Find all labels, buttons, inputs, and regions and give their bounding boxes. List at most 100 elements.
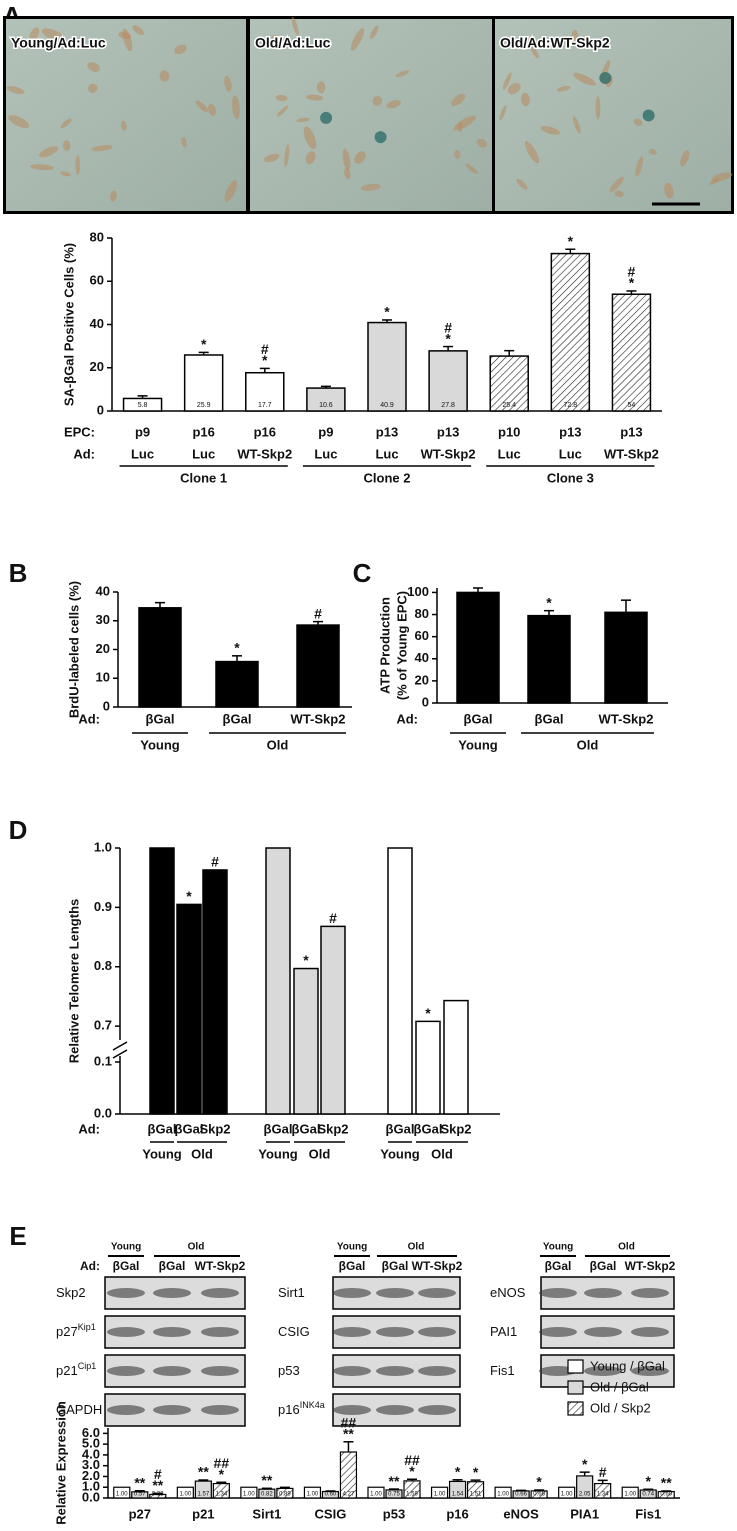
band <box>333 1288 371 1298</box>
band <box>418 1405 456 1415</box>
cell <box>159 70 170 82</box>
lane-label: βGal <box>113 1259 140 1273</box>
protein-label: eNOS <box>490 1285 526 1300</box>
significance-mark: * <box>234 640 240 656</box>
cell <box>454 150 461 159</box>
band <box>539 1288 577 1298</box>
x-tick-label: Skp2 <box>317 1121 348 1136</box>
x-tick-label: p13 <box>437 424 459 439</box>
cell <box>530 46 539 59</box>
bar <box>138 607 182 708</box>
cell <box>303 126 317 150</box>
row-label: Ad: <box>73 446 95 461</box>
value-label: 0.89 <box>279 1492 291 1498</box>
group-label: Young <box>458 737 498 752</box>
x-tick-label: Luc <box>375 446 398 461</box>
cell <box>6 85 25 95</box>
protein-name: eNOS <box>490 1285 526 1300</box>
value-label: 0.66 <box>515 1492 527 1498</box>
y-axis-label: SA-βGal Positive Cells (%) <box>61 243 76 406</box>
x-tick-label: p21 <box>192 1506 214 1521</box>
bar <box>183 354 224 412</box>
panel-letter: D <box>9 815 28 845</box>
axis-break <box>112 1049 128 1059</box>
x-tick-label: βGal <box>264 1121 293 1136</box>
x-tick-label: βGal <box>464 711 493 726</box>
protein-label: p27Kip1 <box>56 1322 96 1339</box>
band <box>376 1288 414 1298</box>
bar <box>443 999 469 1115</box>
y-tick-label: 6.0 <box>82 1425 100 1440</box>
value-label: 1.00 <box>307 1492 319 1498</box>
band <box>107 1366 145 1376</box>
micrograph-label: Old/Ad:WT-Skp2 <box>500 35 610 51</box>
protein-label: Skp2 <box>56 1285 86 1300</box>
lane-label: βGal <box>545 1259 572 1273</box>
x-tick-label: βGal <box>146 711 175 726</box>
value-label: 1.54 <box>452 1492 464 1498</box>
ad-label: Ad: <box>80 1259 100 1273</box>
cell <box>372 96 383 107</box>
band <box>107 1405 145 1415</box>
value-label: 1.34 <box>597 1492 609 1498</box>
band <box>153 1288 191 1298</box>
y-axis-label: (% of Young EPC) <box>394 591 409 700</box>
bar <box>527 614 571 704</box>
significance-mark: # <box>261 341 269 357</box>
band <box>631 1366 669 1376</box>
significance-mark: * <box>186 888 192 904</box>
significance-mark: # <box>314 605 322 621</box>
cell <box>520 92 530 107</box>
bar <box>611 293 652 412</box>
cell <box>344 168 351 180</box>
cell <box>231 95 240 120</box>
value-label: 0.57 <box>134 1492 146 1498</box>
cell <box>181 137 187 148</box>
y-tick-label: 20 <box>415 672 429 687</box>
x-tick-label: βGal <box>386 1121 415 1136</box>
value-label: 25.4 <box>502 402 516 409</box>
y-tick-label: 3.0 <box>82 1457 100 1472</box>
y-tick-label: 40 <box>415 650 429 665</box>
panel-letter: B <box>9 558 28 588</box>
value-label: 1.00 <box>624 1492 636 1498</box>
cell <box>316 81 326 94</box>
band <box>333 1405 371 1415</box>
cell <box>207 103 217 116</box>
value-label: 0.74 <box>642 1492 654 1498</box>
legend-swatch <box>567 1380 584 1395</box>
value-label: 0.33 <box>152 1492 164 1498</box>
y-tick-label: 4.0 <box>82 1446 100 1461</box>
cell <box>360 183 381 191</box>
y-tick-label: 2.0 <box>82 1468 100 1483</box>
cell <box>540 125 560 135</box>
bar <box>176 1486 194 1499</box>
cell <box>263 153 280 163</box>
value-label: 1.51 <box>470 1492 482 1498</box>
band <box>153 1405 191 1415</box>
significance-mark: # <box>444 319 452 335</box>
group-label: Young <box>380 1146 420 1161</box>
cell <box>386 100 401 109</box>
x-tick-label: βGal <box>535 711 564 726</box>
band <box>153 1327 191 1337</box>
x-tick-label: p13 <box>376 424 398 439</box>
x-tick-label: p10 <box>498 424 520 439</box>
significance-mark: * <box>425 1005 431 1021</box>
cell <box>75 155 80 175</box>
cell <box>271 35 283 42</box>
y-tick-label: 5.0 <box>82 1436 100 1451</box>
cell <box>296 117 311 123</box>
y-tick-label: 0.0 <box>82 1489 100 1504</box>
cell <box>609 176 624 193</box>
y-tick-label: 0 <box>103 698 110 713</box>
protein-name: PAI1 <box>490 1324 517 1339</box>
bar <box>202 869 228 1115</box>
value-label: 1.57 <box>197 1492 209 1498</box>
blot-group: Old <box>618 1242 635 1253</box>
protein-label: Fis1 <box>490 1363 515 1378</box>
significance-mark: # <box>628 264 636 280</box>
stained-cell <box>599 71 612 84</box>
x-tick-label: p27 <box>129 1506 151 1521</box>
